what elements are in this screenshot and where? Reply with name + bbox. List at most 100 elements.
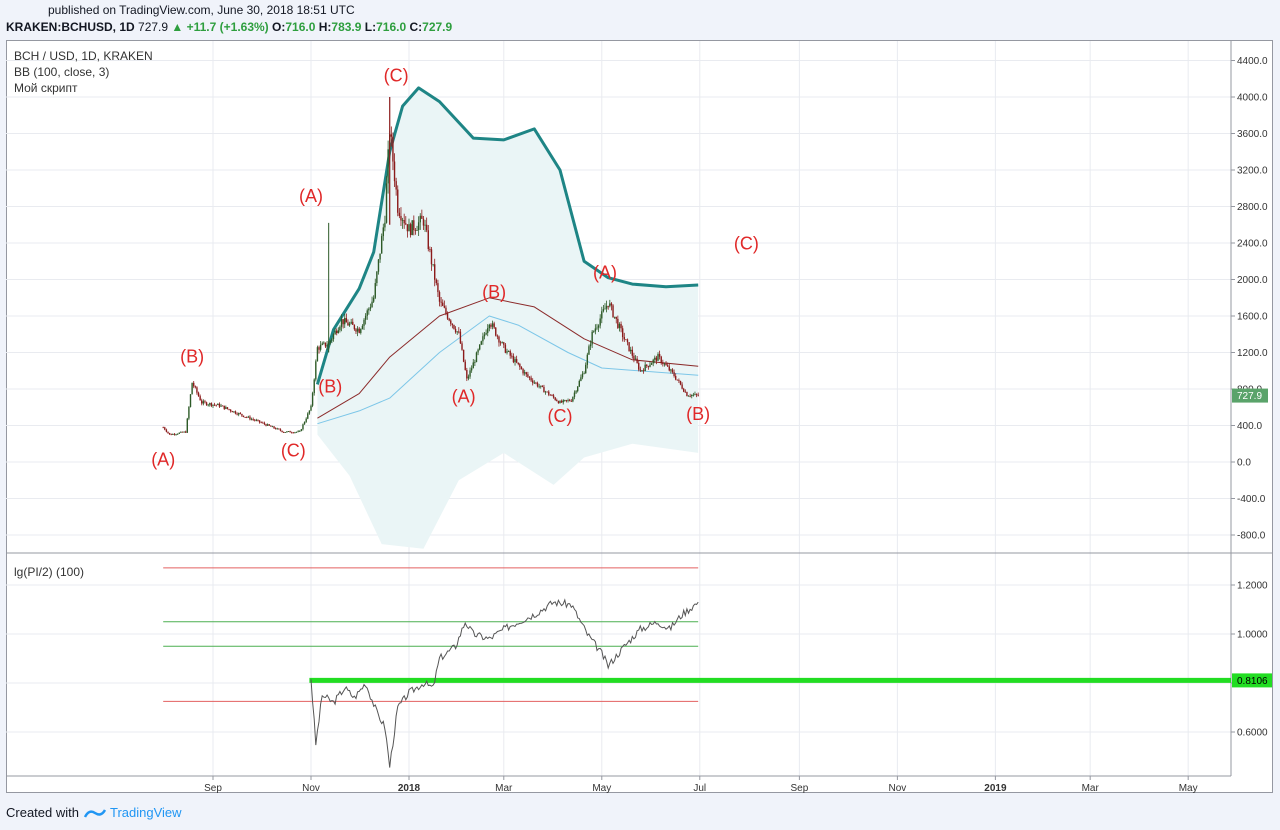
sub-tick-label: 1.2000 bbox=[1237, 581, 1268, 592]
candle-body bbox=[459, 331, 462, 344]
candle-body bbox=[270, 425, 272, 427]
candle-body bbox=[462, 349, 465, 362]
price-tick-label: 2800.0 bbox=[1237, 202, 1268, 213]
candle-body bbox=[265, 424, 267, 426]
candle-body bbox=[215, 404, 217, 406]
candle-body bbox=[665, 363, 667, 366]
candle-body bbox=[366, 310, 368, 316]
price-tick-label: -800.0 bbox=[1237, 531, 1266, 542]
candle-body bbox=[334, 330, 336, 335]
candle-body bbox=[528, 376, 531, 378]
candle-body bbox=[496, 335, 499, 337]
candle-body bbox=[392, 136, 394, 162]
bb-basis-line bbox=[317, 297, 699, 419]
sub-pane-legend: lg(PI/2) (100) bbox=[14, 565, 84, 579]
high-label: H: bbox=[318, 20, 332, 34]
price-tick-label: 3200.0 bbox=[1237, 166, 1268, 177]
candle-body bbox=[379, 253, 381, 260]
candle-body bbox=[576, 386, 579, 392]
candle-body bbox=[332, 334, 335, 340]
last-price-tag-label: 727.9 bbox=[1237, 391, 1262, 402]
candle-body bbox=[617, 318, 619, 328]
candle-body bbox=[239, 413, 242, 414]
candle-body bbox=[684, 391, 687, 393]
candle-body bbox=[262, 422, 264, 424]
created-with-label: Created with bbox=[6, 805, 79, 820]
candle-body bbox=[572, 396, 574, 402]
chart-svg[interactable]: (A) (B) (C) (A) (B) (C) (A) (B) (C) (A) (B) (C) 4400… bbox=[0, 0, 1280, 800]
candle-body bbox=[588, 346, 590, 355]
candle-body bbox=[384, 222, 386, 228]
candle-body bbox=[274, 428, 277, 430]
candle-body bbox=[691, 394, 693, 397]
candle-body bbox=[650, 363, 653, 365]
tradingview-logo-icon bbox=[83, 809, 106, 818]
tradingview-brand[interactable]: TradingView bbox=[110, 805, 182, 820]
high-value: 783.9 bbox=[331, 20, 362, 34]
wave-label: (C) bbox=[548, 406, 573, 426]
candle-body bbox=[225, 407, 227, 409]
candle-body bbox=[241, 413, 243, 416]
candle-body bbox=[668, 366, 670, 371]
candle-body bbox=[671, 369, 674, 373]
candle-body bbox=[329, 340, 331, 343]
candle-body bbox=[429, 249, 431, 250]
candle-body bbox=[514, 359, 516, 363]
candle-body bbox=[487, 328, 489, 333]
candle-body bbox=[464, 361, 466, 371]
candle-body bbox=[678, 380, 680, 381]
candle-body bbox=[231, 411, 233, 413]
candle-body bbox=[363, 319, 365, 326]
candle-body bbox=[172, 433, 174, 435]
candle-body bbox=[331, 339, 333, 341]
candle-body bbox=[432, 264, 434, 266]
candle-body bbox=[372, 297, 375, 302]
candle-body bbox=[673, 372, 675, 377]
time-tick-label: Mar bbox=[495, 783, 513, 794]
candle-body bbox=[202, 401, 205, 404]
candle-body bbox=[342, 319, 344, 325]
candle-body bbox=[638, 362, 640, 370]
candle-body bbox=[336, 330, 338, 334]
candle-body bbox=[189, 394, 192, 407]
candle-body bbox=[448, 318, 450, 321]
candle-body bbox=[604, 308, 606, 310]
time-tick-label: Nov bbox=[888, 783, 906, 794]
candle-body bbox=[361, 325, 364, 330]
candle-body bbox=[687, 395, 690, 397]
candle-body bbox=[491, 323, 494, 327]
candle-body bbox=[596, 327, 598, 329]
symbol-quote-bar: KRAKEN:BCHUSD, 1D 727.9 ▲ +11.7 (+1.63%)… bbox=[6, 20, 452, 34]
candle-body bbox=[271, 426, 274, 428]
candle-body bbox=[416, 230, 418, 231]
candle-body bbox=[167, 431, 169, 433]
time-tick-label: 2018 bbox=[398, 783, 421, 794]
candle-body bbox=[405, 223, 407, 225]
candle-body bbox=[358, 328, 360, 333]
candle-body bbox=[623, 337, 625, 340]
candle-body bbox=[250, 418, 253, 420]
candle-body bbox=[390, 134, 393, 137]
candle-body bbox=[488, 324, 491, 329]
candle-body bbox=[586, 354, 589, 365]
candle-body bbox=[311, 393, 314, 406]
candle-body bbox=[430, 249, 433, 265]
candle-body bbox=[382, 227, 384, 237]
candle-body bbox=[533, 382, 536, 384]
time-tick-label: Jul bbox=[693, 783, 706, 794]
candle-body bbox=[636, 358, 638, 363]
candle-body bbox=[578, 380, 580, 387]
candle-body bbox=[193, 382, 195, 387]
time-tick-label: Sep bbox=[204, 783, 222, 794]
candle-body bbox=[324, 342, 327, 347]
candle-body bbox=[546, 391, 548, 393]
candle-body bbox=[318, 347, 320, 350]
candle-body bbox=[360, 329, 362, 333]
symbol-label: KRAKEN:BCHUSD, 1D bbox=[6, 20, 135, 34]
candle-body bbox=[456, 331, 458, 333]
time-tick-label: 2019 bbox=[984, 783, 1007, 794]
candle-body bbox=[355, 329, 357, 332]
legend-line: Мой скрипт bbox=[14, 81, 78, 95]
candle-body bbox=[570, 400, 572, 402]
candle-body bbox=[597, 325, 600, 328]
